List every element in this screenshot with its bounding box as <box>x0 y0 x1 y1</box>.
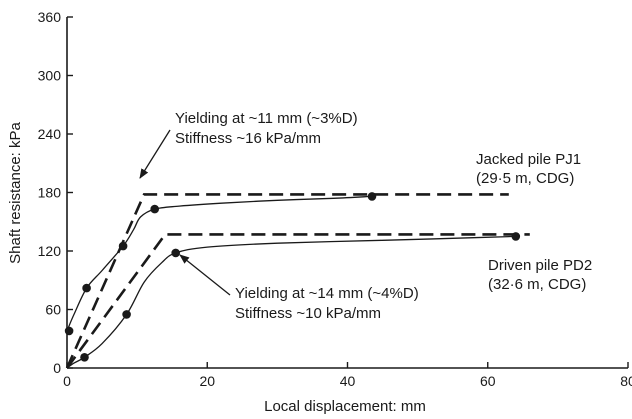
pd2-yield-annotation-line1: Yielding at ~14 mm (~4%D) <box>235 285 419 302</box>
pj1-annotation-arrow <box>139 129 171 179</box>
pd2-data-point-3 <box>511 232 521 241</box>
pj1-data-point-3 <box>150 204 159 214</box>
y-tick-label-300: 300 <box>38 68 62 84</box>
pj1-data-point-2 <box>118 241 128 251</box>
pd2-data-point-1 <box>122 310 131 319</box>
pj1-data-point-4 <box>367 192 377 201</box>
pd2-data-point-2 <box>171 248 180 258</box>
y-tick-label-0: 0 <box>53 360 61 376</box>
pj1-stiffness-annotation-line2: Stiffness ~16 kPa/mm <box>175 130 321 147</box>
x-tick-label-40: 40 <box>340 373 356 389</box>
y-axis-label: Shaft resistance: kPa <box>7 121 24 263</box>
x-tick-label-80: 80 <box>620 373 632 389</box>
x-tick-label-0: 0 <box>63 373 71 389</box>
y-tick-label-180: 180 <box>38 185 62 201</box>
pd2-series-label: Driven pile PD2 <box>488 257 592 274</box>
x-axis-label: Local displacement: mm <box>264 398 426 415</box>
x-tick-label-60: 60 <box>480 373 496 389</box>
y-tick-label-60: 60 <box>45 302 61 318</box>
pj1-data-point-1 <box>82 283 91 293</box>
pd2-stiffness-annotation-line2: Stiffness ~10 kPa/mm <box>235 305 381 322</box>
pd2-annotation-arrow <box>179 254 231 296</box>
pd2-idealized-line <box>65 233 530 369</box>
pj1-series-label-detail: (29·5 m, CDG) <box>476 170 574 187</box>
pj1-series-label: Jacked pile PJ1 <box>476 151 581 168</box>
x-tick-label-20: 20 <box>199 373 215 389</box>
pj1-data-point-0 <box>64 326 74 336</box>
pj1-yield-annotation-line1: Yielding at ~11 mm (~3%D) <box>175 110 358 127</box>
y-tick-label-240: 240 <box>38 126 62 142</box>
pd2-measured-curve <box>66 235 516 369</box>
y-tick-label-360: 360 <box>38 9 62 25</box>
pd2-series-label-detail: (32·6 m, CDG) <box>488 276 586 293</box>
y-tick-label-120: 120 <box>38 243 62 259</box>
pd2-data-point-0 <box>80 353 89 362</box>
pj1-idealized-line <box>65 193 509 369</box>
plot-area: 0 60 120 180 240 300 360 0 20 40 60 80 <box>38 9 632 389</box>
